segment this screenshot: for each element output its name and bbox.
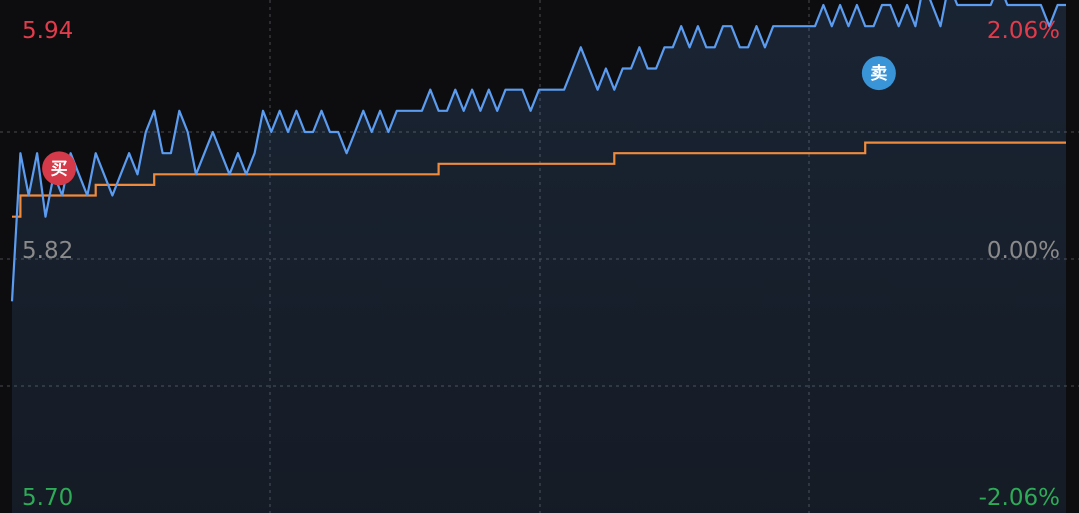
trade-markers: 买卖: [42, 56, 896, 186]
price-mid-label: 5.82: [22, 238, 73, 264]
price-line: [10, 0, 1066, 302]
pct-mid-label: 0.00%: [987, 238, 1060, 264]
price-area-fill: [12, 0, 1066, 513]
sell-marker-label: 卖: [870, 63, 887, 84]
pct-bottom-label: -2.06%: [979, 485, 1060, 511]
buy-marker-label: 买: [51, 159, 68, 179]
price-top-label: 5.94: [22, 18, 73, 44]
buy-marker-circle: [42, 151, 77, 186]
pct-top-label: 2.06%: [987, 18, 1060, 44]
average-price-line: [12, 141, 1066, 218]
price-bottom-label: 5.70: [22, 485, 73, 511]
sell-marker-circle: [861, 56, 896, 91]
buy-marker: 买: [42, 151, 77, 186]
sell-marker: 卖: [861, 56, 896, 91]
